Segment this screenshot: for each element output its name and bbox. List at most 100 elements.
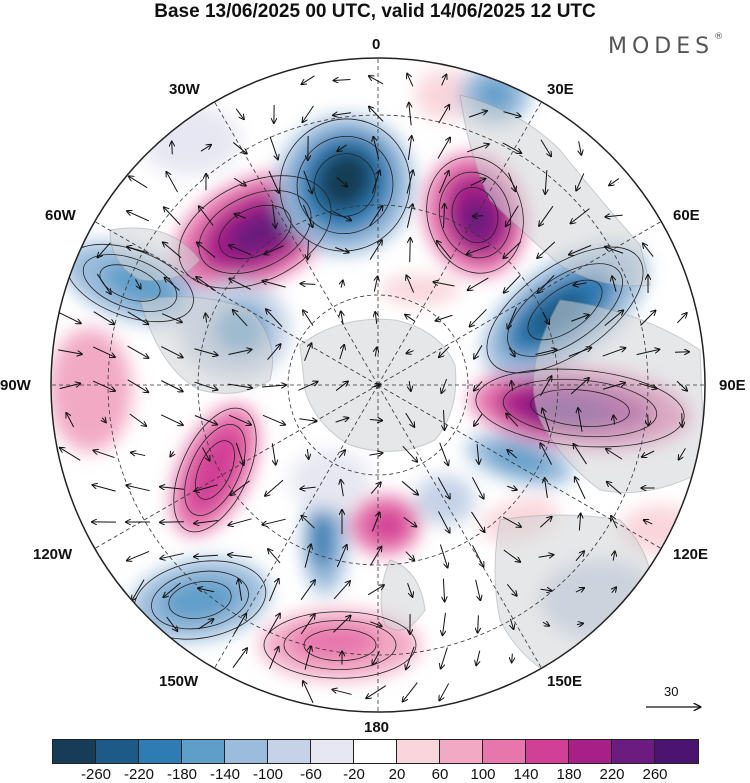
lon-label-60e: 60E bbox=[673, 207, 700, 224]
wind-arrow bbox=[542, 311, 549, 324]
wind-arrow bbox=[268, 170, 279, 193]
wind-arrow bbox=[164, 207, 181, 226]
wind-arrow bbox=[129, 176, 148, 189]
reference-vector-label: 30 bbox=[664, 684, 679, 699]
wind-arrow bbox=[502, 142, 521, 153]
colorbar-swatch bbox=[225, 740, 268, 763]
wind-arrow bbox=[682, 413, 683, 427]
colorbar-label: 60 bbox=[431, 766, 449, 783]
wind-arrow bbox=[568, 348, 591, 357]
wind-arrow bbox=[474, 345, 483, 358]
wind-arrow bbox=[271, 443, 275, 464]
wind-arrow bbox=[303, 105, 314, 122]
wind-arrow bbox=[166, 616, 178, 631]
wind-arrow bbox=[444, 410, 445, 430]
wind-arrow bbox=[303, 681, 314, 704]
wind-arrow bbox=[472, 545, 484, 566]
wind-arrow bbox=[468, 111, 487, 118]
landmass bbox=[139, 296, 273, 394]
wind-arrow bbox=[369, 76, 384, 85]
contour-line bbox=[451, 187, 499, 243]
wind-arrow bbox=[160, 487, 184, 489]
wind-arrow bbox=[639, 382, 656, 388]
wind-arrow bbox=[602, 383, 625, 390]
wind-arrow bbox=[575, 477, 586, 500]
anomaly-cell bbox=[415, 70, 475, 120]
colorbar-swatch bbox=[440, 740, 483, 763]
contour-line bbox=[502, 378, 658, 438]
wind-arrow bbox=[437, 511, 449, 532]
wind-arrow bbox=[262, 414, 285, 424]
wind-arrow bbox=[233, 614, 246, 635]
lon-label-150e: 150E bbox=[547, 673, 583, 690]
wind-arrow bbox=[266, 309, 283, 328]
lon-label-30w: 30W bbox=[169, 81, 200, 98]
wind-arrow bbox=[304, 646, 311, 670]
wind-arrow bbox=[93, 311, 114, 325]
lon-label-0: 0 bbox=[372, 36, 381, 53]
wind-arrow bbox=[644, 520, 653, 524]
wind-arrow bbox=[160, 552, 184, 558]
wind-arrow bbox=[206, 313, 207, 323]
wind-arrow bbox=[198, 619, 214, 630]
lon-label-150w: 150W bbox=[159, 673, 199, 690]
wind-arrow bbox=[372, 651, 380, 664]
wind-arrow bbox=[230, 480, 250, 495]
wind-arrow bbox=[467, 245, 490, 254]
wind-arrow bbox=[410, 238, 411, 263]
wind-arrow bbox=[233, 177, 246, 186]
wind-arrow bbox=[333, 113, 352, 115]
wind-arrow bbox=[262, 518, 286, 525]
map-frame bbox=[50, 57, 706, 713]
wind-arrow bbox=[268, 579, 278, 602]
wind-arrow bbox=[403, 516, 417, 526]
wind-arrow bbox=[228, 555, 252, 558]
wind-arrow bbox=[441, 378, 448, 393]
wind-arrow bbox=[127, 345, 149, 358]
wind-arrow bbox=[303, 310, 314, 326]
wind-arrow bbox=[132, 579, 145, 601]
wind-arrow bbox=[194, 521, 218, 524]
colorbar-label: -100 bbox=[252, 766, 284, 783]
wind-arrow bbox=[338, 450, 345, 459]
polar-stereographic-map bbox=[50, 57, 706, 713]
wind-arrow bbox=[375, 312, 377, 325]
anomaly-cell bbox=[459, 196, 497, 244]
anomaly-cell bbox=[368, 509, 408, 541]
wind-arrow bbox=[470, 309, 487, 326]
wind-arrow bbox=[366, 685, 387, 699]
wind-arrow bbox=[235, 108, 244, 119]
wind-arrow bbox=[335, 381, 348, 391]
wind-arrow bbox=[229, 245, 252, 256]
wind-arrow bbox=[93, 450, 115, 459]
anomaly-cell bbox=[140, 105, 240, 175]
wind-vectors bbox=[58, 74, 689, 703]
wind-arrow bbox=[170, 452, 173, 457]
wind-arrow bbox=[160, 522, 185, 523]
wind-arrow bbox=[507, 486, 517, 490]
wind-arrow bbox=[303, 170, 312, 193]
wind-arrow bbox=[98, 242, 111, 258]
wind-arrow bbox=[506, 205, 519, 226]
contour-line bbox=[263, 611, 417, 679]
wind-arrow bbox=[437, 241, 452, 260]
colorbar-label: -140 bbox=[209, 766, 241, 783]
wind-arrow bbox=[506, 414, 519, 427]
wind-arrow bbox=[605, 215, 623, 217]
map-title: Base 13/06/2025 00 UTC, valid 14/06/2025… bbox=[154, 1, 596, 22]
wind-arrow bbox=[228, 383, 252, 388]
wind-arrow bbox=[135, 279, 140, 288]
wind-arrow bbox=[59, 383, 80, 390]
meridian-line bbox=[377, 384, 664, 551]
wind-arrow bbox=[407, 74, 414, 87]
wind-arrow bbox=[470, 179, 486, 186]
wind-arrow bbox=[194, 348, 217, 355]
wind-arrow bbox=[300, 614, 315, 635]
contour-line bbox=[426, 156, 524, 274]
wind-arrow bbox=[273, 204, 276, 228]
anomaly-cell bbox=[51, 328, 132, 452]
wind-arrow bbox=[161, 380, 182, 392]
wind-arrow bbox=[341, 280, 343, 288]
wind-arrow bbox=[539, 205, 554, 226]
anomaly-cell bbox=[415, 475, 475, 525]
